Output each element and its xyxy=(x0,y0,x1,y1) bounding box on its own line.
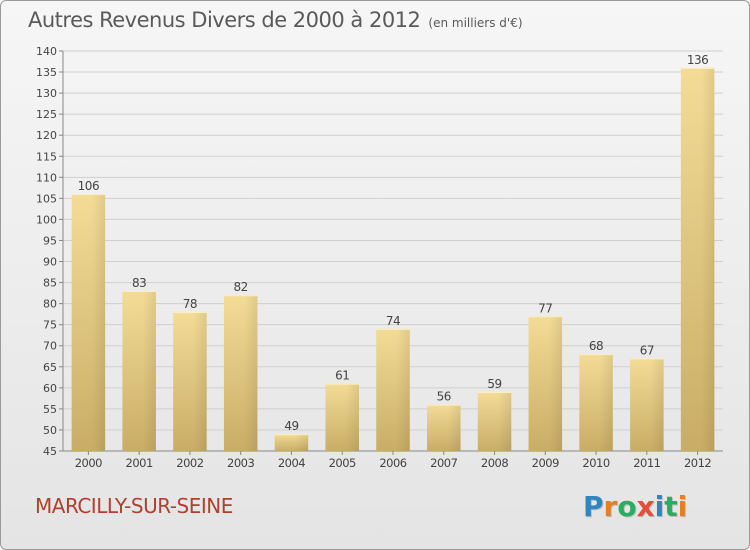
logo-letter: t xyxy=(664,490,678,523)
bar-shade xyxy=(396,328,410,451)
data-label: 59 xyxy=(487,377,501,391)
y-tick-label: 130 xyxy=(36,87,57,100)
y-tick-label: 65 xyxy=(43,361,57,374)
x-tick-label: 2011 xyxy=(633,456,660,470)
y-tick-label: 100 xyxy=(36,213,57,226)
x-tick-label: 2003 xyxy=(227,456,254,470)
data-labels: 106 83 78 82 49 61 74 56 59 77 68 67 136 xyxy=(78,53,709,433)
data-label: 77 xyxy=(538,301,552,315)
y-tick-label: 115 xyxy=(36,150,57,163)
data-label: 56 xyxy=(437,390,451,404)
y-tick-label: 50 xyxy=(43,424,57,437)
data-label: 83 xyxy=(132,276,146,290)
logo-letter: r xyxy=(603,490,618,523)
x-tick-label: 2012 xyxy=(684,456,711,470)
bar-shade xyxy=(548,316,563,451)
bar-shade xyxy=(447,404,461,451)
x-tick-label: 2004 xyxy=(278,456,305,470)
y-tick-label: 70 xyxy=(43,340,57,353)
x-tick-label: 2008 xyxy=(481,456,508,470)
logo-letter: i xyxy=(654,490,665,523)
logo-letter: o xyxy=(617,490,637,523)
x-tick-label: 2007 xyxy=(430,456,457,470)
x-tick-label: 2005 xyxy=(329,456,356,470)
bar-shade xyxy=(244,295,258,451)
bar-shade xyxy=(294,434,309,451)
x-tick-label: 2006 xyxy=(379,456,406,470)
data-label: 106 xyxy=(78,179,99,193)
logo-letter: x xyxy=(636,490,655,523)
data-label: 67 xyxy=(640,343,654,357)
x-tick-label: 2009 xyxy=(532,456,559,470)
bar-shade xyxy=(91,194,106,451)
bar-shade xyxy=(497,392,512,451)
bar-shade xyxy=(650,358,664,451)
data-label: 49 xyxy=(284,419,298,433)
y-tick-label: 140 xyxy=(36,45,57,58)
y-tick-label: 45 xyxy=(43,445,57,458)
y-tick-label: 55 xyxy=(43,403,57,416)
x-tick-label: 2010 xyxy=(582,456,609,470)
bar-shade xyxy=(599,354,613,451)
logo-letter: i xyxy=(677,490,688,523)
title-text: Autres Revenus Divers de 2000 à 2012 xyxy=(28,8,421,32)
y-tick-label: 80 xyxy=(43,298,57,311)
y-tick-label: 125 xyxy=(36,108,57,121)
y-tick-label: 135 xyxy=(36,66,57,79)
chart-title: Autres Revenus Divers de 2000 à 2012 (en … xyxy=(28,8,523,32)
y-tick-label: 60 xyxy=(43,382,57,395)
y-tick-label: 85 xyxy=(43,277,57,290)
y-tick-label: 120 xyxy=(36,129,57,142)
logo-letter: P xyxy=(583,490,604,523)
axes: 45 50 55 60 65 70 75 80 85 90 95 100 105 110 115 120 125… xyxy=(36,45,723,470)
bar-shade xyxy=(142,291,156,451)
y-tick-label: 95 xyxy=(43,234,57,247)
y-tick-label: 75 xyxy=(43,319,57,332)
proxiti-logo[interactable]: Proxiti xyxy=(583,490,687,523)
data-label: 78 xyxy=(183,297,197,311)
data-label: 74 xyxy=(386,314,400,328)
y-tick-label: 90 xyxy=(43,256,57,269)
bar-shade xyxy=(700,67,715,451)
x-tick-label: 2002 xyxy=(176,456,203,470)
x-tick-label: 2001 xyxy=(126,456,153,470)
unit-label: (en milliers d'€) xyxy=(428,16,523,30)
y-tick-label: 105 xyxy=(36,192,57,205)
bars xyxy=(71,67,715,451)
data-label: 68 xyxy=(589,339,603,353)
bar-shade xyxy=(345,383,359,451)
x-tick-label: 2000 xyxy=(75,456,102,470)
data-label: 82 xyxy=(234,280,248,294)
data-label: 61 xyxy=(335,369,349,383)
commune-name: MARCILLY-SUR-SEINE xyxy=(35,494,233,518)
y-tick-label: 110 xyxy=(36,171,57,184)
data-label: 136 xyxy=(687,53,708,67)
bar-shade xyxy=(193,312,207,451)
